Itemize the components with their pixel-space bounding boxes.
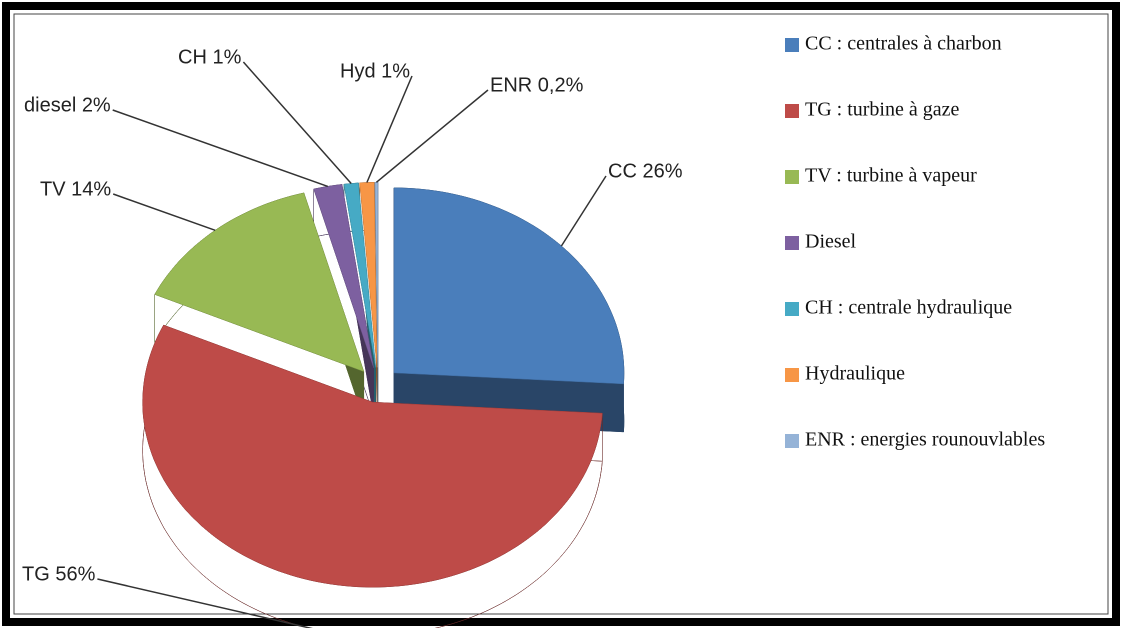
legend-swatch bbox=[785, 434, 799, 448]
leader-line bbox=[375, 89, 489, 183]
data-label: diesel 2% bbox=[24, 94, 111, 116]
legend-label: TG : turbine à gaze bbox=[805, 99, 959, 121]
leader-line bbox=[112, 109, 329, 188]
legend-swatch bbox=[785, 368, 799, 382]
data-label: CH 1% bbox=[178, 46, 242, 68]
data-label: TV 14% bbox=[40, 178, 111, 200]
legend-swatch bbox=[785, 302, 799, 316]
data-label: Hyd 1% bbox=[340, 60, 410, 82]
legend-label: Diesel bbox=[805, 231, 857, 253]
data-label: ENR 0,2% bbox=[490, 74, 584, 96]
inner-frame bbox=[13, 13, 1109, 615]
slice bbox=[142, 324, 603, 588]
leader-line bbox=[366, 75, 413, 183]
legend-label: CC : centrales à charbon bbox=[805, 33, 1002, 55]
leader-line bbox=[560, 175, 607, 247]
leader-line bbox=[97, 578, 313, 628]
legend-label: TV : turbine à vapeur bbox=[805, 165, 977, 187]
legend-label: ENR : energies rounouvlables bbox=[805, 429, 1045, 451]
legend-label: Hydraulique bbox=[805, 363, 905, 385]
leader-line bbox=[112, 193, 216, 232]
legend-swatch bbox=[785, 38, 799, 52]
legend-swatch bbox=[785, 104, 799, 118]
legend-label: CH : centrale hydraulique bbox=[805, 297, 1012, 319]
legend-swatch bbox=[785, 236, 799, 250]
data-label: TG 56% bbox=[22, 563, 96, 585]
data-label: CC 26% bbox=[608, 160, 683, 182]
legend-swatch bbox=[785, 170, 799, 184]
leader-line bbox=[242, 61, 352, 184]
